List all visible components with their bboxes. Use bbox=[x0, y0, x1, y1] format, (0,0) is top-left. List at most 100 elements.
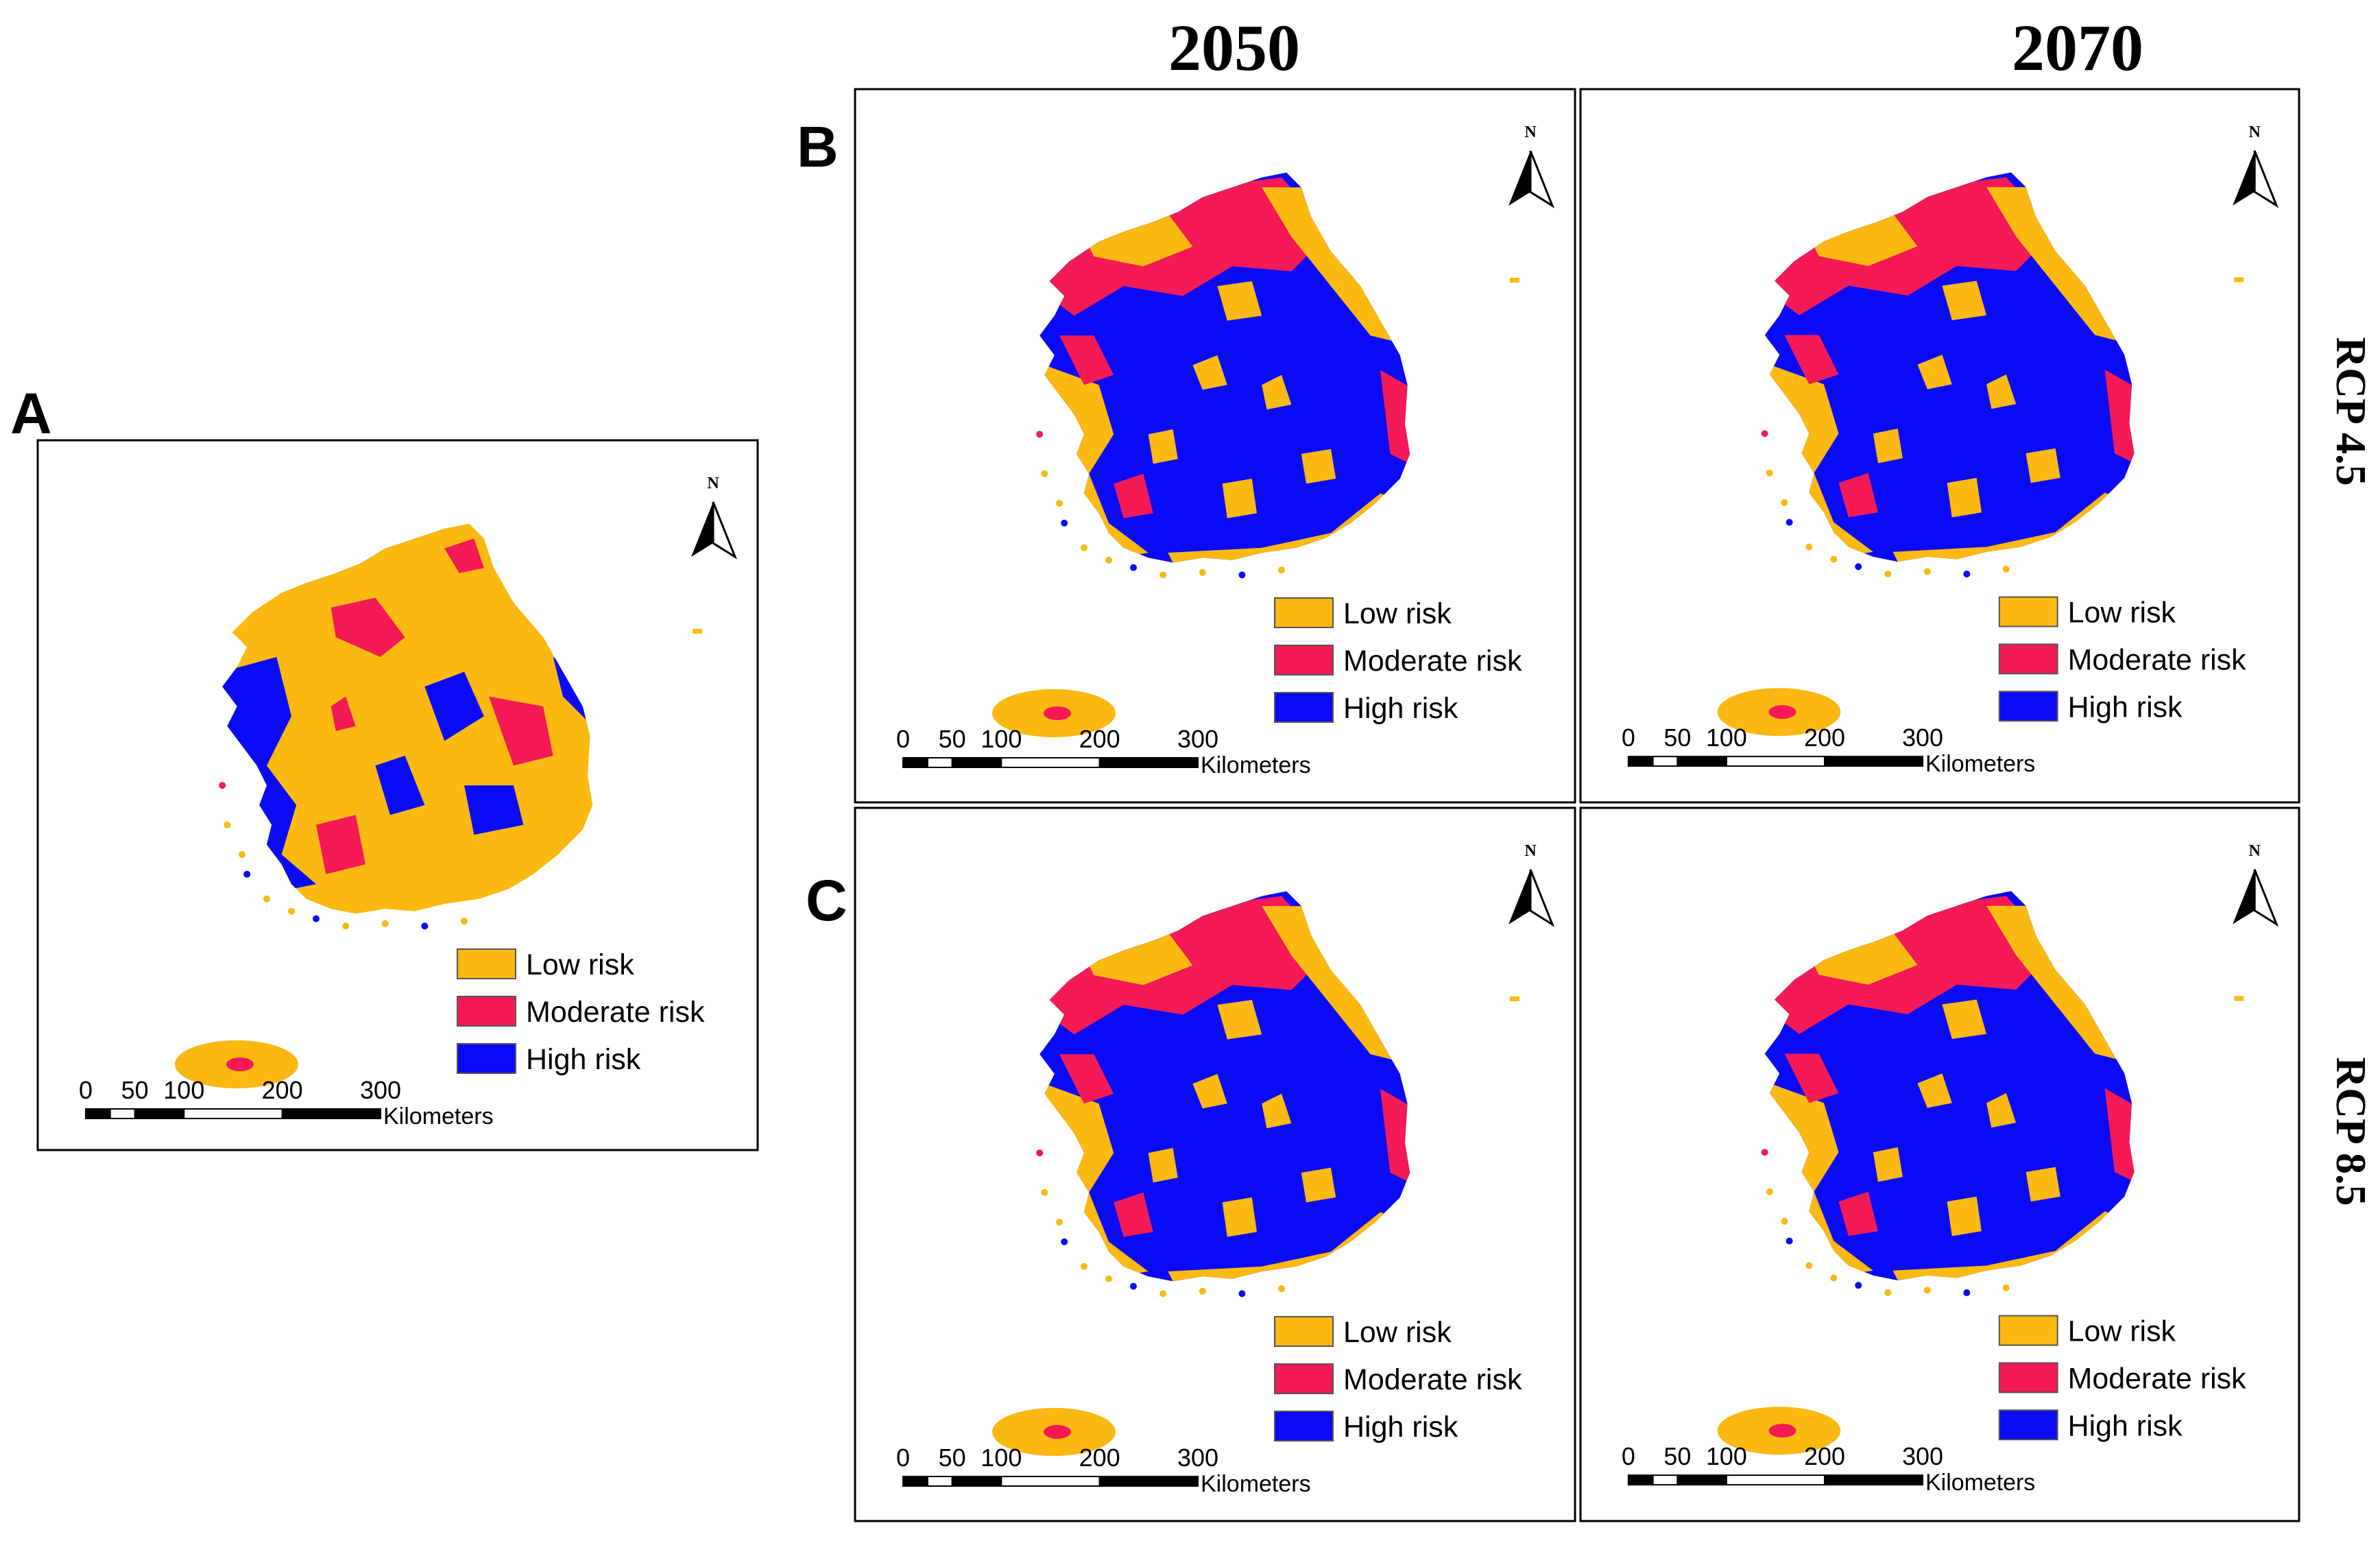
scale-tick-label: 0 bbox=[896, 725, 910, 753]
legend-item: High risk bbox=[457, 1043, 641, 1076]
legend-label: Low risk bbox=[1343, 1316, 1452, 1349]
scale-tick-label: 300 bbox=[360, 1076, 401, 1104]
scale-tick-label: 0 bbox=[79, 1076, 93, 1104]
ulleungdo-island bbox=[693, 629, 702, 634]
scale-tick-label: 100 bbox=[981, 1444, 1022, 1472]
scale-tick-label: 100 bbox=[981, 725, 1022, 753]
legend-label: High risk bbox=[526, 1043, 641, 1076]
legend-label: Moderate risk bbox=[526, 996, 705, 1029]
legend-item: Moderate risk bbox=[1274, 645, 1522, 678]
legend-label: Moderate risk bbox=[1343, 645, 1522, 678]
risk-legend: Low risk Moderate risk High risk bbox=[1998, 596, 2246, 723]
legend-label: High risk bbox=[1343, 692, 1458, 725]
scale-tick-label: 200 bbox=[1804, 723, 1845, 752]
north-label: N bbox=[1524, 842, 1537, 860]
coastal-islands bbox=[1036, 1149, 1285, 1297]
legend-label: Moderate risk bbox=[1343, 1363, 1522, 1396]
ulleungdo-island bbox=[2234, 277, 2244, 283]
risk-legend: Low risk Moderate risk High risk bbox=[457, 948, 705, 1076]
column-header-2070: 2070 bbox=[2012, 11, 2143, 84]
legend-item: Moderate risk bbox=[1998, 643, 2246, 676]
map-panel-rcp45-2070: N Low risk Moderate risk High risk 0 50 100 200… bbox=[1579, 88, 2300, 804]
scale-unit-label: Kilometers bbox=[1201, 1471, 1311, 1497]
legend-item: High risk bbox=[1274, 692, 1458, 725]
ulleungdo-island bbox=[1510, 996, 1519, 1001]
legend-item: Moderate risk bbox=[1998, 1362, 2246, 1395]
legend-swatch bbox=[1274, 597, 1334, 628]
legend-swatch bbox=[1274, 1411, 1334, 1442]
map-panel-rcp45-2050: N Low risk Moderate risk High risk 0 50 100 200… bbox=[854, 88, 1576, 804]
legend-swatch bbox=[457, 948, 516, 979]
legend-item: Low risk bbox=[1274, 1316, 1452, 1349]
north-arrow-icon: N bbox=[2233, 842, 2279, 927]
legend-swatch bbox=[1998, 596, 2058, 627]
legend-label: Low risk bbox=[2068, 1315, 2176, 1348]
scale-tick-label: 200 bbox=[1079, 1444, 1120, 1472]
coastal-islands bbox=[1761, 1149, 2010, 1297]
scale-tick-label: 0 bbox=[1622, 723, 1635, 752]
legend-swatch bbox=[457, 996, 516, 1027]
legend-label: High risk bbox=[2068, 1409, 2183, 1442]
ulleungdo-island bbox=[2234, 996, 2244, 1001]
scale-tick-label: 0 bbox=[1622, 1442, 1635, 1470]
legend-label: Moderate risk bbox=[2068, 1362, 2246, 1395]
legend-item: Low risk bbox=[1274, 597, 1452, 630]
legend-item: Low risk bbox=[457, 948, 634, 981]
north-arrow-icon: N bbox=[1508, 842, 1555, 927]
legend-swatch bbox=[1274, 645, 1334, 675]
risk-legend: Low risk Moderate risk High risk bbox=[1274, 1316, 1522, 1444]
scale-tick-label: 300 bbox=[1902, 723, 1943, 752]
north-arrow-icon: N bbox=[2233, 123, 2279, 208]
legend-swatch bbox=[1274, 1363, 1334, 1394]
row-label-rcp85: RCP 8.5 bbox=[2327, 1057, 2374, 1206]
scale-tick-label: 200 bbox=[1804, 1442, 1845, 1470]
north-label: N bbox=[1524, 123, 1537, 141]
coastal-islands bbox=[1761, 430, 2010, 578]
legend-item: High risk bbox=[1998, 691, 2183, 723]
scale-tick-label: 50 bbox=[1663, 1442, 1691, 1470]
scale-tick-label: 300 bbox=[1177, 725, 1218, 753]
north-arrow-icon: N bbox=[691, 475, 738, 560]
panel-letter-c: C bbox=[806, 868, 848, 933]
map-panel-rcp85-2050: N Low risk Moderate risk High risk 0 50 100 200… bbox=[854, 806, 1576, 1522]
legend-item: Low risk bbox=[1998, 596, 2176, 630]
scale-tick-label: 300 bbox=[1177, 1444, 1218, 1472]
scale-tick-label: 0 bbox=[896, 1444, 910, 1472]
scale-tick-label: 50 bbox=[1663, 723, 1691, 752]
legend-swatch bbox=[1998, 643, 2058, 675]
map-panel-current: N Low risk Moderate risk High risk 0 50 100 200… bbox=[36, 439, 759, 1151]
legend-label: Low risk bbox=[2068, 597, 2176, 630]
map-panel-rcp85-2070: N Low risk Moderate risk High risk 0 50 100 200… bbox=[1579, 806, 2300, 1522]
scale-tick-label: 100 bbox=[163, 1076, 204, 1104]
scale-tick-label: 100 bbox=[1706, 1442, 1747, 1470]
coastal-islands bbox=[219, 782, 468, 930]
scale-tick-label: 100 bbox=[1706, 723, 1747, 752]
column-header-2050: 2050 bbox=[1168, 11, 1300, 84]
scale-tick-label: 50 bbox=[939, 1444, 966, 1472]
scale-tick-label: 300 bbox=[1902, 1442, 1943, 1470]
scale-tick-label: 200 bbox=[262, 1076, 303, 1104]
ulleungdo-island bbox=[1510, 278, 1519, 283]
north-arrow-icon: N bbox=[1508, 123, 1555, 208]
north-label: N bbox=[2248, 123, 2260, 141]
scale-unit-label: Kilometers bbox=[1201, 752, 1311, 778]
legend-label: High risk bbox=[1343, 1411, 1458, 1444]
risk-legend: Low risk Moderate risk High risk bbox=[1998, 1315, 2246, 1442]
legend-label: High risk bbox=[2068, 691, 2183, 723]
row-label-rcp45: RCP 4.5 bbox=[2327, 337, 2374, 486]
legend-swatch bbox=[1274, 1316, 1334, 1347]
legend-item: Moderate risk bbox=[457, 996, 705, 1029]
legend-item: High risk bbox=[1998, 1409, 2183, 1442]
scale-unit-label: Kilometers bbox=[383, 1103, 494, 1129]
scale-tick-label: 50 bbox=[939, 725, 966, 753]
coastal-islands bbox=[1036, 431, 1285, 579]
legend-label: Low risk bbox=[1343, 597, 1452, 630]
legend-item: Low risk bbox=[1998, 1315, 2176, 1348]
legend-swatch bbox=[1998, 1409, 2058, 1441]
